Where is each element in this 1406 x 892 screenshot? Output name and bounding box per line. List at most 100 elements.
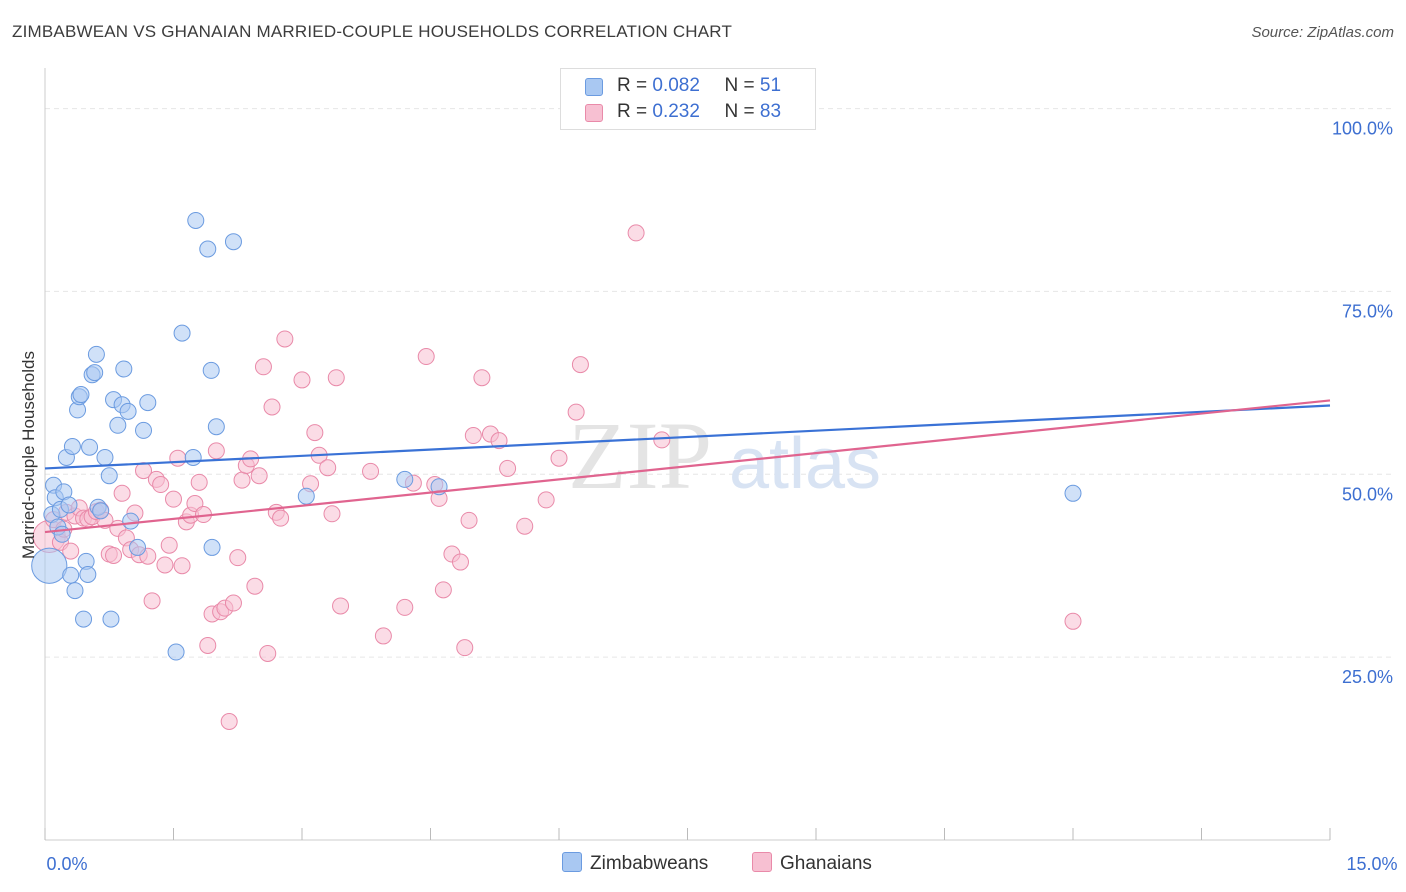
data-point [72, 386, 90, 404]
data-point [362, 462, 380, 480]
data-point [473, 369, 491, 387]
data-point [332, 597, 350, 615]
x-tick-label-min: 0.0% [46, 854, 87, 874]
data-point [263, 398, 281, 416]
correlation-legend: R = 0.082 N = 51 R = 0.232 N = 83 [560, 68, 816, 130]
data-point [220, 713, 238, 731]
data-point [203, 538, 221, 556]
bottom-legend-label-zimbabweans: Zimbabweans [590, 853, 709, 874]
data-point [516, 517, 534, 535]
data-point [100, 467, 118, 485]
data-point [119, 402, 137, 420]
legend-n-value-zimbabweans: 51 [759, 75, 782, 96]
data-point [434, 581, 452, 599]
bottom-legend-ghanaians: Ghanaians [752, 852, 872, 876]
legend-swatch-pink [585, 104, 603, 122]
data-point [81, 438, 99, 456]
data-point [62, 566, 80, 584]
data-point [115, 360, 133, 378]
data-point [165, 490, 182, 508]
data-point [173, 557, 191, 575]
data-point [63, 437, 81, 455]
zimbabwean-points [31, 211, 1082, 661]
x-tick-label-max: 15.0% [1346, 854, 1397, 874]
data-point [396, 470, 414, 488]
data-point [102, 610, 120, 628]
data-point [490, 432, 508, 450]
data-point [109, 416, 127, 434]
data-point [207, 442, 225, 460]
data-point [135, 421, 153, 439]
data-point [113, 484, 131, 502]
source-credit: Source: ZipAtlas.com [1251, 24, 1394, 41]
data-point [306, 424, 324, 442]
legend-r-value-ghanaians: 0.232 [652, 101, 700, 122]
data-point [567, 403, 585, 421]
data-point [122, 512, 140, 530]
data-point [31, 547, 68, 584]
data-point [327, 369, 345, 387]
data-point [464, 427, 482, 445]
data-point [224, 233, 242, 251]
data-point [537, 491, 555, 509]
data-point [276, 330, 294, 348]
data-point [152, 476, 170, 494]
data-point [456, 639, 474, 657]
data-point [323, 505, 341, 523]
data-point [96, 448, 114, 466]
data-point [79, 565, 97, 583]
data-point [319, 459, 337, 477]
data-point [246, 577, 264, 595]
chart-title: ZIMBABWEAN VS GHANAIAN MARRIED-COUPLE HO… [12, 22, 733, 41]
legend-r-label: R = [617, 101, 648, 122]
data-point [66, 582, 84, 600]
data-point [184, 448, 202, 466]
data-point [143, 592, 161, 610]
legend-n-label: N = [724, 75, 755, 96]
data-point [187, 211, 205, 229]
data-point [653, 431, 671, 449]
y-tick-label: 100.0% [1332, 119, 1393, 139]
data-point [199, 240, 217, 258]
bottom-legend-zimbabweans: Zimbabweans [562, 852, 708, 876]
data-point [86, 364, 104, 382]
legend-swatch-blue [585, 78, 603, 96]
bottom-legend-label-ghanaians: Ghanaians [780, 853, 872, 874]
data-point [1064, 612, 1082, 630]
y-axis-title: Married-couple Households [19, 351, 38, 559]
ghanaian-trend-line [44, 399, 1331, 534]
watermark-atlas: atlas [729, 424, 881, 504]
data-point [451, 553, 469, 571]
data-point [169, 449, 187, 467]
zimbabwean-trend-line [44, 404, 1331, 470]
data-point [199, 636, 217, 654]
data-point [460, 511, 478, 529]
data-point [374, 627, 392, 645]
data-point [87, 345, 105, 363]
data-point [499, 459, 517, 477]
data-point [250, 467, 268, 485]
data-point [254, 358, 272, 376]
trend-lines [44, 399, 1331, 534]
bottom-legend-swatch-blue [562, 852, 582, 872]
data-point [207, 418, 225, 436]
data-point [396, 598, 414, 616]
data-point [627, 224, 645, 242]
data-point [75, 610, 93, 628]
data-point [224, 594, 242, 612]
data-point [156, 556, 174, 574]
data-point [297, 487, 315, 505]
legend-n-value-ghanaians: 83 [759, 101, 782, 122]
data-point [202, 361, 220, 379]
watermark: ZIP atlas [568, 402, 881, 509]
axis-layer: 25.0% 50.0% 75.0% 100.0% [44, 68, 1393, 841]
bottom-legend-swatch-pink [752, 852, 772, 872]
data-point [1064, 484, 1082, 502]
data-point [229, 549, 247, 567]
y-tick-label: 75.0% [1342, 301, 1393, 321]
data-point [92, 502, 110, 520]
data-point [571, 356, 589, 374]
legend-r-label: R = [617, 75, 648, 96]
data-point [139, 394, 157, 412]
